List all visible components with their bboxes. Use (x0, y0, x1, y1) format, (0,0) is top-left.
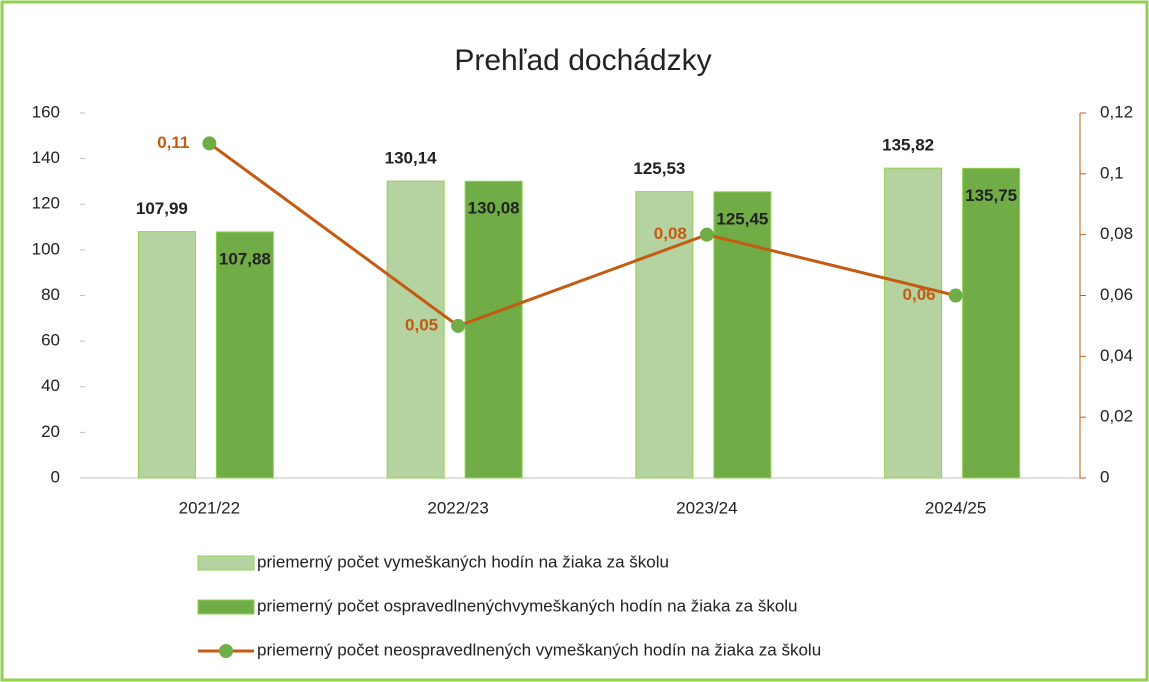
line (208, 142, 956, 328)
bar-value-label: 135,75 (965, 186, 1017, 205)
bar-value-label: 125,45 (716, 209, 768, 228)
bar (884, 167, 943, 479)
bar (137, 231, 196, 479)
bar (215, 231, 274, 479)
y2-tick-label: 0,04 (1100, 346, 1133, 365)
legend-label: priemerný počet vymeškaných hodín na žia… (257, 552, 669, 571)
y-tick-label: 160 (32, 102, 60, 121)
bar-value-label: 135,82 (882, 136, 934, 155)
bar-value-label: 107,88 (219, 249, 271, 268)
chart-title: Prehľad dochádzky (454, 44, 711, 77)
y-tick-label: 100 (32, 239, 60, 258)
y2-tick-label: 0,08 (1100, 224, 1133, 243)
bar-value-label: 130,14 (385, 149, 438, 168)
x-tick-label: 2021/22 (179, 498, 240, 517)
legend-marker (219, 644, 233, 658)
y-tick-label: 40 (41, 376, 60, 395)
line-marker (699, 227, 714, 242)
y2-tick-label: 0,1 (1100, 163, 1124, 182)
bar (713, 191, 772, 479)
bar (962, 167, 1021, 479)
bar (635, 191, 694, 479)
bar-value-label: 107,99 (136, 199, 188, 218)
x-tick-label: 2022/23 (427, 498, 488, 517)
x-tick-label: 2023/24 (676, 498, 737, 517)
y-tick-label: 140 (32, 148, 60, 167)
legend-swatch (197, 555, 255, 571)
legend-label: priemerný počet ospravedlnenýchvymeškaný… (257, 596, 798, 615)
line-value-label: 0,06 (903, 285, 936, 304)
y2-tick-label: 0,02 (1100, 407, 1133, 426)
x-tick-label: 2024/25 (925, 498, 986, 517)
line-value-label: 0,11 (157, 133, 189, 152)
bar-value-label: 125,53 (633, 159, 685, 178)
y-tick-label: 20 (41, 422, 60, 441)
y2-tick-label: 0,06 (1100, 285, 1133, 304)
bar (386, 180, 445, 479)
y2-tick-label: 0 (1100, 467, 1109, 486)
bar (464, 180, 523, 479)
line-value-label: 0,08 (654, 224, 687, 243)
line-marker (202, 136, 217, 151)
y-tick-label: 60 (41, 331, 60, 350)
y-tick-label: 80 (41, 285, 60, 304)
y2-tick-label: 0,12 (1100, 102, 1133, 121)
line-marker (948, 288, 963, 303)
line-marker (451, 318, 466, 333)
bar-value-label: 130,08 (468, 199, 520, 218)
y-tick-label: 0 (51, 467, 60, 486)
y-tick-label: 120 (32, 194, 60, 213)
legend-label: priemerný počet neospravedlnených vymešk… (257, 640, 821, 659)
legend-swatch (197, 599, 255, 615)
line-value-label: 0,05 (405, 315, 438, 334)
